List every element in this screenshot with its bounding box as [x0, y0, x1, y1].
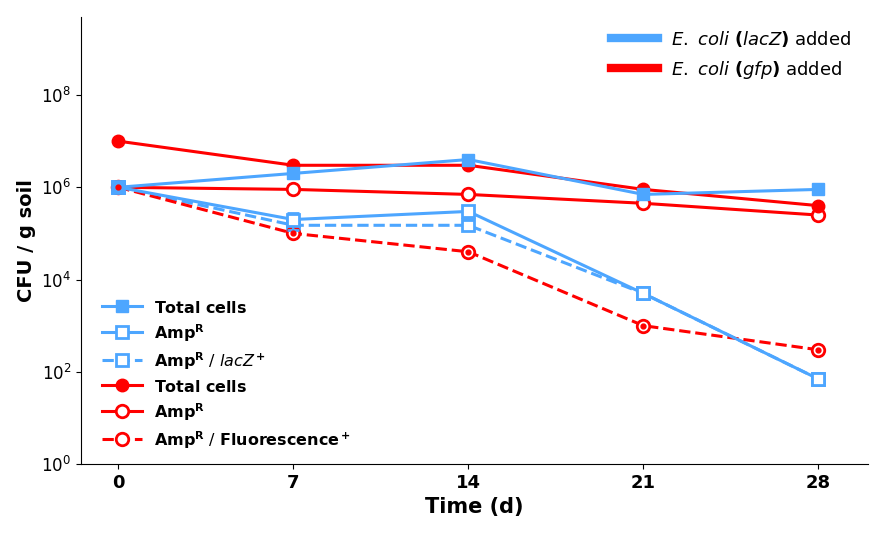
- Legend: $\bf{Total\ cells}$, $\bf{Amp^R}$, $\bf{Amp^R}$ / $\it{lacZ}$$\bf{^+}$, $\bf{Tot: $\bf{Total\ cells}$, $\bf{Amp^R}$, $\bf{…: [96, 295, 356, 456]
- X-axis label: Time (d): Time (d): [426, 497, 524, 517]
- Y-axis label: CFU / g soil: CFU / g soil: [17, 179, 35, 302]
